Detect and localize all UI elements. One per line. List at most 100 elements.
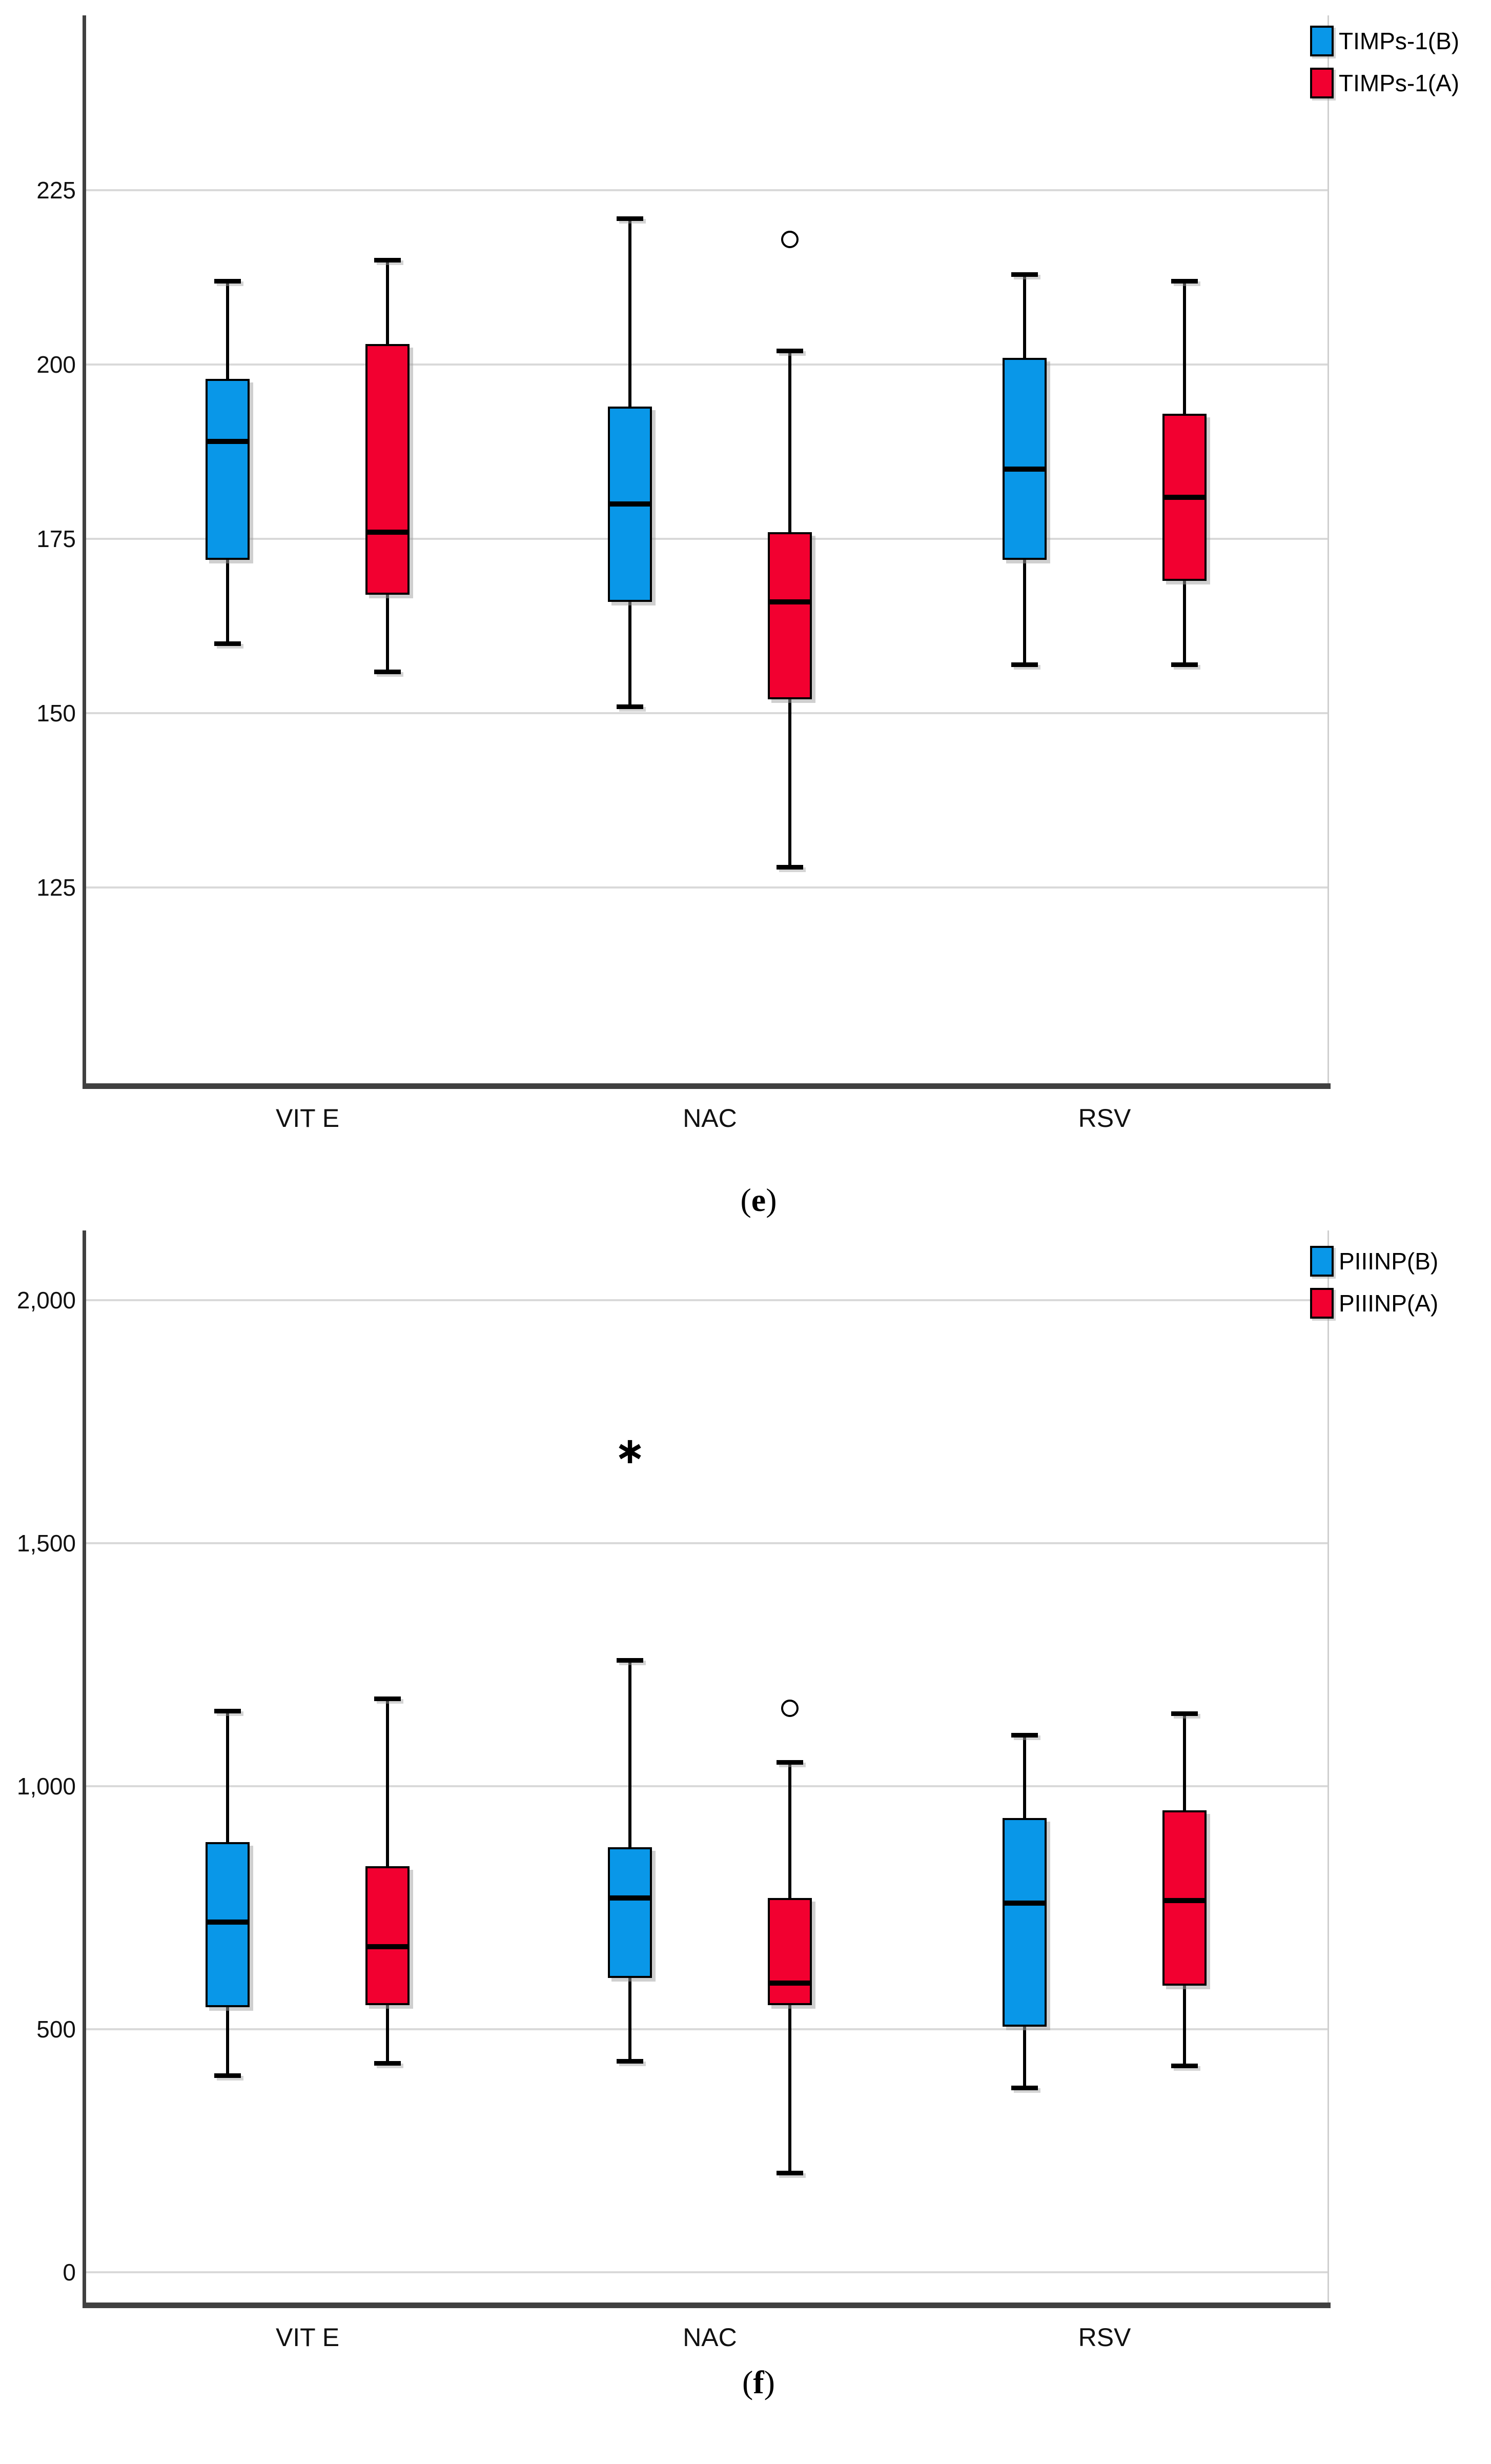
whisker-cap-low-piiinp-b-rsv (1011, 2085, 1038, 2090)
legend-swatch (1310, 1246, 1334, 1277)
whisker-cap-low-timps-1-a-rsv (1171, 662, 1198, 668)
whisker-cap-low-timps-1-b-nac (617, 704, 643, 709)
y-tick-label: 500 (36, 2016, 76, 2043)
whisker-cap-high-piiinp-a-nac (777, 1760, 803, 1765)
x-axis-label-rsv: RSV (1078, 1104, 1131, 1133)
legend-row: PIIINP(A) (1310, 1288, 1438, 1319)
chart-f-piiinp: 2,000 1,500 1,000 500 0 ∗ VIT E NAC RSV PIIINP(B… (0, 1230, 1491, 2464)
y-tick-label: 125 (36, 874, 76, 901)
x-axis-label-vit-e: VIT E (275, 1104, 340, 1133)
gridline (86, 1542, 1327, 1545)
x-axis-line (83, 1083, 1331, 1089)
caption-letter: f (753, 2364, 764, 2400)
gridline (86, 712, 1327, 715)
whisker-cap-low-timps-1-a-vit-e (374, 669, 401, 674)
box-timps-1-a-nac (768, 532, 812, 700)
y-tick-label: 0 (63, 2259, 76, 2286)
whisker-cap-high-piiinp-b-vit-e (214, 1709, 241, 1714)
y-tick-label: 175 (36, 526, 76, 553)
whisker-cap-low-piiinp-a-nac (777, 2170, 803, 2175)
chart-e-caption: (e) (605, 1181, 912, 1219)
whisker-cap-low-timps-1-b-vit-e (214, 641, 241, 647)
whisker-cap-low-timps-1-a-nac (777, 864, 803, 870)
legend-swatch (1310, 68, 1334, 98)
median-line-timps-1-a-rsv (1165, 494, 1204, 500)
legend-label: PIIINP(A) (1339, 1290, 1439, 1317)
y-axis-line (83, 1230, 86, 2303)
legend-row: TIMPs-1(B) (1310, 26, 1459, 56)
median-line-piiinp-b-nac (610, 1895, 650, 1901)
whisker-cap-high-piiinp-b-nac (617, 1658, 643, 1663)
x-axis-label-nac: NAC (683, 1104, 737, 1133)
y-tick-label: 200 (36, 351, 76, 378)
legend-label: TIMPs-1(A) (1339, 70, 1460, 96)
median-line-piiinp-a-nac (770, 1980, 810, 1986)
median-line-piiinp-a-rsv (1165, 1897, 1204, 1903)
median-line-timps-1-a-nac (770, 599, 810, 604)
chart-f-legend: PIIINP(B) PIIINP(A) (1310, 1246, 1438, 1319)
y-tick-label: 2,000 (16, 1287, 76, 1314)
legend-label: PIIINP(B) (1339, 1248, 1439, 1275)
gridline (86, 1785, 1327, 1788)
caption-letter: e (751, 1182, 766, 1218)
caption-paren-close: ) (764, 2364, 775, 2400)
gridline (86, 1299, 1327, 1302)
box-timps-1-b-vit-e (206, 378, 250, 560)
legend-row: PIIINP(B) (1310, 1246, 1438, 1277)
y-tick-label: 1,000 (16, 1773, 76, 1800)
outlier-marker-timps-1-a-nac (781, 230, 799, 248)
y-tick-label: 150 (36, 700, 76, 727)
caption-paren-open: ( (742, 2364, 753, 2400)
box-piiinp-a-nac (768, 1898, 812, 2005)
legend-swatch (1310, 26, 1334, 56)
x-axis-label-nac: NAC (683, 2323, 737, 2352)
median-line-piiinp-b-vit-e (208, 1920, 248, 1925)
gridline (86, 189, 1327, 192)
box-piiinp-b-nac (608, 1847, 652, 1978)
box-piiinp-a-vit-e (365, 1866, 410, 2005)
gridline (86, 363, 1327, 366)
y-axis-line (83, 15, 86, 1083)
x-axis-line (83, 2303, 1331, 2308)
outlier-marker-piiinp-a-nac (781, 1700, 799, 1718)
whisker-cap-high-timps-1-a-nac (777, 349, 803, 354)
y-tick-label: 1,500 (16, 1530, 76, 1557)
gridline (86, 2028, 1327, 2031)
whisker-cap-low-piiinp-b-vit-e (214, 2073, 241, 2078)
box-timps-1-a-vit-e (365, 344, 410, 595)
whisker-cap-high-piiinp-a-vit-e (374, 1696, 401, 1702)
y-tick-label: 225 (36, 177, 76, 204)
whisker-cap-high-timps-1-b-nac (617, 216, 643, 221)
extreme-marker-piiinp-b-nac: ∗ (614, 1430, 646, 1471)
gridline (86, 886, 1327, 889)
legend-row: TIMPs-1(A) (1310, 68, 1459, 98)
gridline (86, 2271, 1327, 2274)
whisker-cap-high-timps-1-a-vit-e (374, 258, 401, 263)
gridline (86, 538, 1327, 540)
whisker-cap-high-timps-1-a-rsv (1171, 279, 1198, 284)
legend-label: TIMPs-1(B) (1339, 28, 1460, 54)
caption-paren-open: ( (740, 1182, 751, 1218)
median-line-timps-1-b-nac (610, 501, 650, 507)
plot-right-border (1327, 15, 1329, 1083)
caption-paren-close: ) (766, 1182, 777, 1218)
whisker-cap-low-piiinp-a-rsv (1171, 2064, 1198, 2069)
x-axis-label-vit-e: VIT E (275, 2323, 340, 2352)
median-line-timps-1-b-rsv (1005, 467, 1045, 472)
whisker-cap-high-timps-1-b-vit-e (214, 279, 241, 284)
median-line-timps-1-a-vit-e (367, 529, 407, 535)
legend-swatch (1310, 1288, 1334, 1319)
whisker-cap-high-piiinp-a-rsv (1171, 1711, 1198, 1716)
chart-e-timps1: 225 200 175 150 125 VIT E NAC RSV TIMPs-1(B) TIM… (36, 15, 1459, 1219)
chart-e-plot-area: 225 200 175 150 125 VIT E NAC RSV (36, 15, 1331, 1133)
median-line-piiinp-a-vit-e (367, 1944, 407, 1949)
whisker-cap-low-timps-1-b-rsv (1011, 662, 1038, 668)
plot-right-border (1327, 1230, 1329, 2303)
median-line-timps-1-b-vit-e (208, 438, 248, 444)
x-axis-label-rsv: RSV (1078, 2323, 1131, 2352)
whisker-cap-high-piiinp-b-rsv (1011, 1733, 1038, 1738)
box-piiinp-b-rsv (1003, 1817, 1047, 2027)
box-timps-1-b-rsv (1003, 357, 1047, 560)
